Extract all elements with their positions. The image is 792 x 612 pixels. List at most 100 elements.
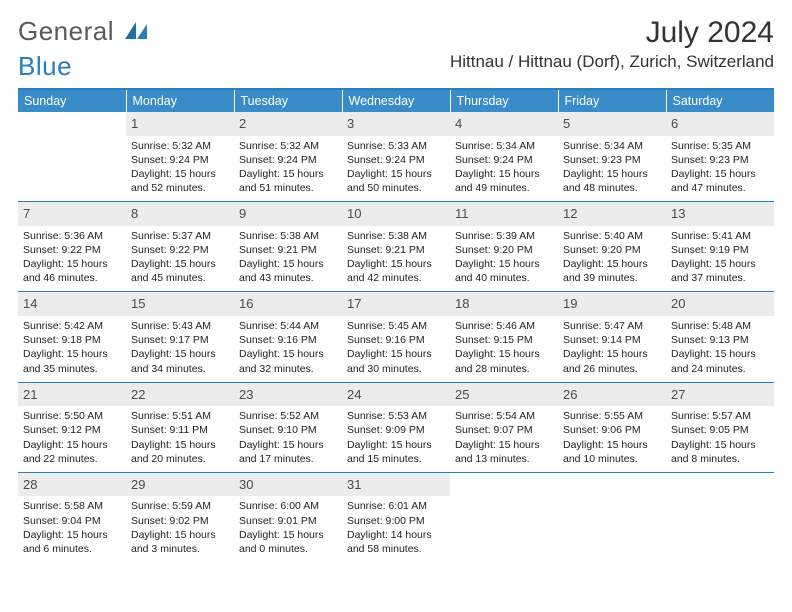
day-number: 21 — [18, 383, 126, 407]
day-number: 31 — [342, 473, 450, 497]
calendar-cell: 23Sunrise: 5:52 AMSunset: 9:10 PMDayligh… — [234, 382, 342, 472]
calendar-row: 7Sunrise: 5:36 AMSunset: 9:22 PMDaylight… — [18, 202, 774, 292]
brand-word2: Blue — [18, 51, 72, 82]
calendar-cell: 31Sunrise: 6:01 AMSunset: 9:00 PMDayligh… — [342, 472, 450, 562]
daylight-text: Daylight: 15 hours and 52 minutes. — [131, 167, 229, 195]
day-details: Sunrise: 5:44 AMSunset: 9:16 PMDaylight:… — [238, 319, 338, 376]
day-number: 17 — [342, 292, 450, 316]
day-number: 1 — [126, 112, 234, 136]
day-details: Sunrise: 5:55 AMSunset: 9:06 PMDaylight:… — [562, 409, 662, 466]
sunset-text: Sunset: 9:13 PM — [671, 333, 769, 347]
sunset-text: Sunset: 9:16 PM — [239, 333, 337, 347]
day-number: 20 — [666, 292, 774, 316]
day-details: Sunrise: 5:52 AMSunset: 9:10 PMDaylight:… — [238, 409, 338, 466]
daylight-text: Daylight: 14 hours and 58 minutes. — [347, 528, 445, 556]
day-number: 2 — [234, 112, 342, 136]
daylight-text: Daylight: 15 hours and 20 minutes. — [131, 438, 229, 466]
sunrise-text: Sunrise: 5:42 AM — [23, 319, 121, 333]
day-details: Sunrise: 5:33 AMSunset: 9:24 PMDaylight:… — [346, 139, 446, 196]
calendar-cell: 29Sunrise: 5:59 AMSunset: 9:02 PMDayligh… — [126, 472, 234, 562]
day-number: 10 — [342, 202, 450, 226]
sunset-text: Sunset: 9:05 PM — [671, 423, 769, 437]
daylight-text: Daylight: 15 hours and 48 minutes. — [563, 167, 661, 195]
sunrise-text: Sunrise: 5:55 AM — [563, 409, 661, 423]
day-number: 22 — [126, 383, 234, 407]
day-number: 12 — [558, 202, 666, 226]
calendar-cell: 20 Sunrise: 5:48 AMSunset: 9:13 PMDayligh… — [666, 292, 774, 382]
weekday-header: Tuesday — [234, 90, 342, 112]
sunrise-text: Sunrise: 5:39 AM — [455, 229, 553, 243]
day-number: 24 — [342, 383, 450, 407]
sunrise-text: Sunrise: 6:01 AM — [347, 499, 445, 513]
sunset-text: Sunset: 9:01 PM — [239, 514, 337, 528]
calendar-cell: 5Sunrise: 5:34 AMSunset: 9:23 PMDaylight… — [558, 112, 666, 202]
calendar-cell: 1 Sunrise: 5:32 AMSunset: 9:24 PMDaylight… — [126, 112, 234, 202]
sunset-text: Sunset: 9:22 PM — [131, 243, 229, 257]
sunrise-text: Sunrise: 5:32 AM — [131, 139, 229, 153]
day-details: Sunrise: 5:32 AMSunset: 9:24 PMDaylight:… — [238, 139, 338, 196]
sunrise-text: Sunrise: 5:51 AM — [131, 409, 229, 423]
day-number — [666, 473, 774, 497]
day-details: Sunrise: 5:57 AMSunset: 9:05 PMDaylight:… — [670, 409, 770, 466]
day-details: Sunrise: 5:39 AMSunset: 9:20 PMDaylight:… — [454, 229, 554, 286]
day-details: Sunrise: 5:46 AMSunset: 9:15 PMDaylight:… — [454, 319, 554, 376]
sunrise-text: Sunrise: 5:33 AM — [347, 139, 445, 153]
calendar-row: 1Sunrise: 5:32 AMSunset: 9:24 PMDaylight… — [18, 112, 774, 202]
daylight-text: Daylight: 15 hours and 39 minutes. — [563, 257, 661, 285]
daylight-text: Daylight: 15 hours and 26 minutes. — [563, 347, 661, 375]
calendar-cell: 9Sunrise: 5:38 AMSunset: 9:21 PMDaylight… — [234, 202, 342, 292]
day-number — [558, 473, 666, 497]
weekday-header: Wednesday — [342, 90, 450, 112]
daylight-text: Daylight: 15 hours and 32 minutes. — [239, 347, 337, 375]
calendar-cell: 27Sunrise: 5:57 AMSunset: 9:05 PMDayligh… — [666, 382, 774, 472]
daylight-text: Daylight: 15 hours and 6 minutes. — [23, 528, 121, 556]
weekday-header: Saturday — [666, 90, 774, 112]
calendar-head: Sunday Monday Tuesday Wednesday Thursday… — [18, 90, 774, 112]
sunset-text: Sunset: 9:23 PM — [671, 153, 769, 167]
sunset-text: Sunset: 9:20 PM — [563, 243, 661, 257]
sunrise-text: Sunrise: 5:34 AM — [563, 139, 661, 153]
calendar-cell: 17Sunrise: 5:45 AMSunset: 9:16 PMDayligh… — [342, 292, 450, 382]
daylight-text: Daylight: 15 hours and 22 minutes. — [23, 438, 121, 466]
daylight-text: Daylight: 15 hours and 0 minutes. — [239, 528, 337, 556]
sunset-text: Sunset: 9:07 PM — [455, 423, 553, 437]
daylight-text: Daylight: 15 hours and 46 minutes. — [23, 257, 121, 285]
sunset-text: Sunset: 9:24 PM — [131, 153, 229, 167]
day-number — [450, 473, 558, 497]
calendar-table: Sunday Monday Tuesday Wednesday Thursday… — [18, 90, 774, 562]
day-details: Sunrise: 5:42 AMSunset: 9:18 PMDaylight:… — [22, 319, 122, 376]
page-header: General Blue July 2024 Hittnau / Hittnau… — [18, 16, 774, 82]
sunset-text: Sunset: 9:06 PM — [563, 423, 661, 437]
day-details: Sunrise: 5:48 AMSunset: 9:13 PMDaylight:… — [670, 319, 770, 376]
calendar-cell: 19Sunrise: 5:47 AMSunset: 9:14 PMDayligh… — [558, 292, 666, 382]
brand-word1: General — [18, 16, 114, 46]
daylight-text: Daylight: 15 hours and 45 minutes. — [131, 257, 229, 285]
day-details: Sunrise: 5:36 AMSunset: 9:22 PMDaylight:… — [22, 229, 122, 286]
daylight-text: Daylight: 15 hours and 35 minutes. — [23, 347, 121, 375]
sunrise-text: Sunrise: 5:32 AM — [239, 139, 337, 153]
sunrise-text: Sunrise: 5:54 AM — [455, 409, 553, 423]
day-details: Sunrise: 6:00 AMSunset: 9:01 PMDaylight:… — [238, 499, 338, 556]
daylight-text: Daylight: 15 hours and 15 minutes. — [347, 438, 445, 466]
day-number: 8 — [126, 202, 234, 226]
daylight-text: Daylight: 15 hours and 17 minutes. — [239, 438, 337, 466]
daylight-text: Daylight: 15 hours and 3 minutes. — [131, 528, 229, 556]
sunrise-text: Sunrise: 5:43 AM — [131, 319, 229, 333]
day-number: 14 — [18, 292, 126, 316]
sunrise-text: Sunrise: 5:38 AM — [347, 229, 445, 243]
day-details: Sunrise: 5:50 AMSunset: 9:12 PMDaylight:… — [22, 409, 122, 466]
day-details: Sunrise: 5:32 AMSunset: 9:24 PMDaylight:… — [130, 139, 230, 196]
day-details: Sunrise: 5:35 AMSunset: 9:23 PMDaylight:… — [670, 139, 770, 196]
location-subtitle: Hittnau / Hittnau (Dorf), Zurich, Switze… — [450, 52, 774, 72]
sunset-text: Sunset: 9:11 PM — [131, 423, 229, 437]
sunset-text: Sunset: 9:21 PM — [347, 243, 445, 257]
calendar-cell: 16Sunrise: 5:44 AMSunset: 9:16 PMDayligh… — [234, 292, 342, 382]
sunset-text: Sunset: 9:20 PM — [455, 243, 553, 257]
weekday-header: Monday — [126, 90, 234, 112]
sunrise-text: Sunrise: 5:35 AM — [671, 139, 769, 153]
day-number: 11 — [450, 202, 558, 226]
sunrise-text: Sunrise: 6:00 AM — [239, 499, 337, 513]
day-details: Sunrise: 5:40 AMSunset: 9:20 PMDaylight:… — [562, 229, 662, 286]
sunrise-text: Sunrise: 5:57 AM — [671, 409, 769, 423]
calendar-cell — [558, 472, 666, 562]
